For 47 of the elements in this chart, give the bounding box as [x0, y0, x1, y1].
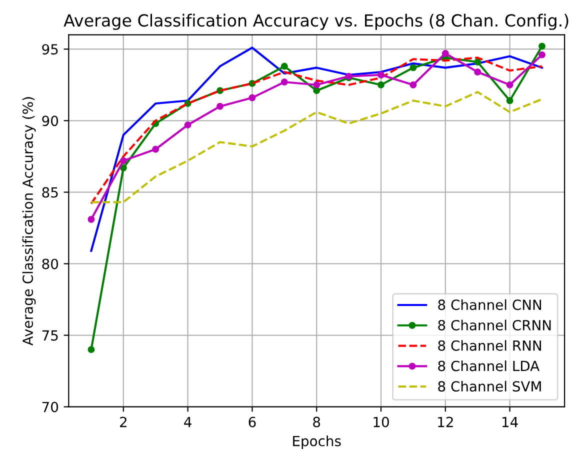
- legend-label: 8 Channel CRNN: [438, 320, 551, 330]
- point: [506, 97, 514, 104]
- point: [88, 216, 95, 223]
- x-tick-label: 6: [248, 416, 256, 428]
- chart-title: Average Classification Accuracy vs. Epochs (8 Chan. Config.): [64, 14, 568, 30]
- x-tick-label: 14: [502, 416, 518, 428]
- point: [378, 71, 384, 78]
- x-tick-label: 8: [313, 416, 320, 428]
- point: [474, 58, 482, 66]
- line-series: [90, 46, 544, 252]
- x-tick-label: 2: [120, 416, 126, 428]
- x-tick-label: 12: [438, 416, 453, 428]
- point: [152, 146, 160, 153]
- y-tick-label: 85: [42, 187, 58, 198]
- point: [313, 81, 320, 88]
- point: [120, 164, 127, 172]
- line-series: [90, 56, 544, 205]
- y-tick-label: 80: [42, 258, 58, 270]
- point: [474, 68, 482, 76]
- legend-label: 8 Channel LDA: [438, 360, 540, 372]
- x-axis-title: Epochs: [293, 436, 341, 449]
- point: [216, 102, 224, 110]
- y-axis-title: Average Classification Accuracy (%): [22, 97, 36, 346]
- legend-label: 8 Channel RNN: [438, 340, 541, 351]
- point: [120, 157, 127, 164]
- y-tick-label: 95: [42, 44, 58, 55]
- point: [184, 121, 192, 128]
- point: [280, 62, 288, 70]
- point: [280, 78, 288, 86]
- point: [88, 346, 95, 354]
- point: [410, 81, 417, 88]
- legend-label: 8 Channel SVM: [438, 380, 541, 392]
- point: [410, 64, 417, 72]
- x-tick-label: 4: [184, 416, 192, 428]
- line-series: [90, 90, 544, 204]
- y-tick-label: 70: [42, 402, 58, 412]
- point: [442, 50, 449, 57]
- point: [378, 81, 384, 88]
- x-tick-label: 10: [374, 416, 389, 428]
- point: [248, 94, 256, 102]
- legend-label: 8 Channel CNN: [438, 299, 542, 310]
- point: [506, 81, 514, 88]
- point: [313, 87, 320, 94]
- point: [538, 42, 546, 50]
- y-tick-label: 90: [42, 116, 58, 126]
- y-tick-label: 75: [42, 330, 58, 341]
- point: [538, 51, 546, 58]
